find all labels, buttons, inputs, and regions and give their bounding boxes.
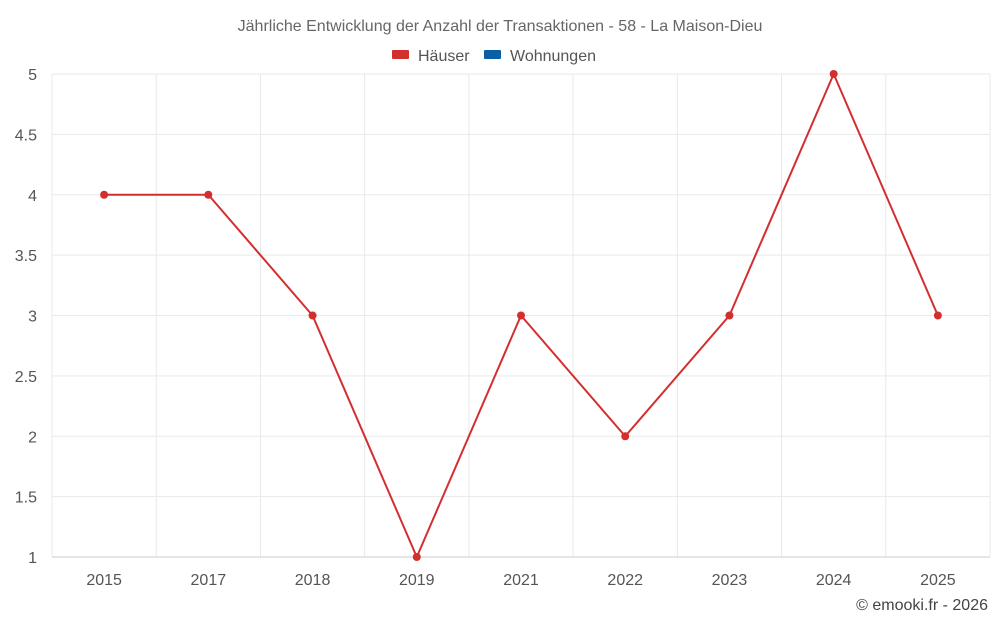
y-tick-label: 2 — [28, 429, 37, 446]
y-tick-label: 3 — [28, 309, 37, 326]
legend-swatch-wohnungen — [484, 50, 501, 59]
data-point[interactable] — [308, 311, 317, 320]
data-point[interactable] — [621, 432, 630, 441]
x-tick-label: 2018 — [295, 572, 331, 589]
legend: Häuser Wohnungen — [392, 48, 596, 65]
x-tick-label: 2025 — [920, 572, 956, 589]
x-tick-label: 2024 — [816, 572, 852, 589]
y-tick-label: 4 — [28, 188, 37, 205]
y-tick-label: 1 — [28, 550, 37, 567]
x-tick-label: 2015 — [86, 572, 122, 589]
y-axis: 1 1.5 2 2.5 3 3.5 4 4.5 5 — [15, 67, 37, 567]
data-point[interactable] — [100, 190, 109, 199]
data-point[interactable] — [517, 311, 525, 320]
y-tick-label: 3.5 — [15, 248, 37, 265]
x-tick-label: 2019 — [399, 572, 435, 589]
y-tick-label: 5 — [28, 67, 37, 84]
data-point[interactable] — [829, 70, 838, 78]
y-tick-label: 2.5 — [15, 369, 37, 386]
x-tick-label: 2023 — [712, 572, 748, 589]
legend-swatch-haeuser — [392, 50, 409, 59]
data-point[interactable] — [412, 553, 421, 561]
legend-item-haeuser[interactable]: Häuser — [392, 48, 470, 65]
x-axis: 2015 2017 2018 2019 2021 2022 2023 2024 2025 — [52, 556, 990, 589]
x-tick-label: 2021 — [503, 572, 539, 589]
y-tick-label: 4.5 — [15, 127, 37, 144]
y-tick-label: 1.5 — [15, 490, 37, 507]
x-tick-label: 2022 — [607, 572, 643, 589]
chart-title: Jährliche Entwicklung der Anzahl der Tra… — [238, 18, 763, 35]
data-point[interactable] — [204, 190, 213, 199]
data-point[interactable] — [725, 311, 734, 320]
data-point[interactable] — [933, 311, 942, 320]
legend-label-haeuser: Häuser — [418, 48, 470, 65]
legend-item-wohnungen[interactable]: Wohnungen — [484, 48, 596, 65]
x-tick-label: 2017 — [191, 572, 227, 589]
plot-area — [100, 70, 942, 561]
credit: © emooki.fr - 2026 — [856, 597, 988, 614]
legend-label-wohnungen: Wohnungen — [510, 48, 596, 65]
